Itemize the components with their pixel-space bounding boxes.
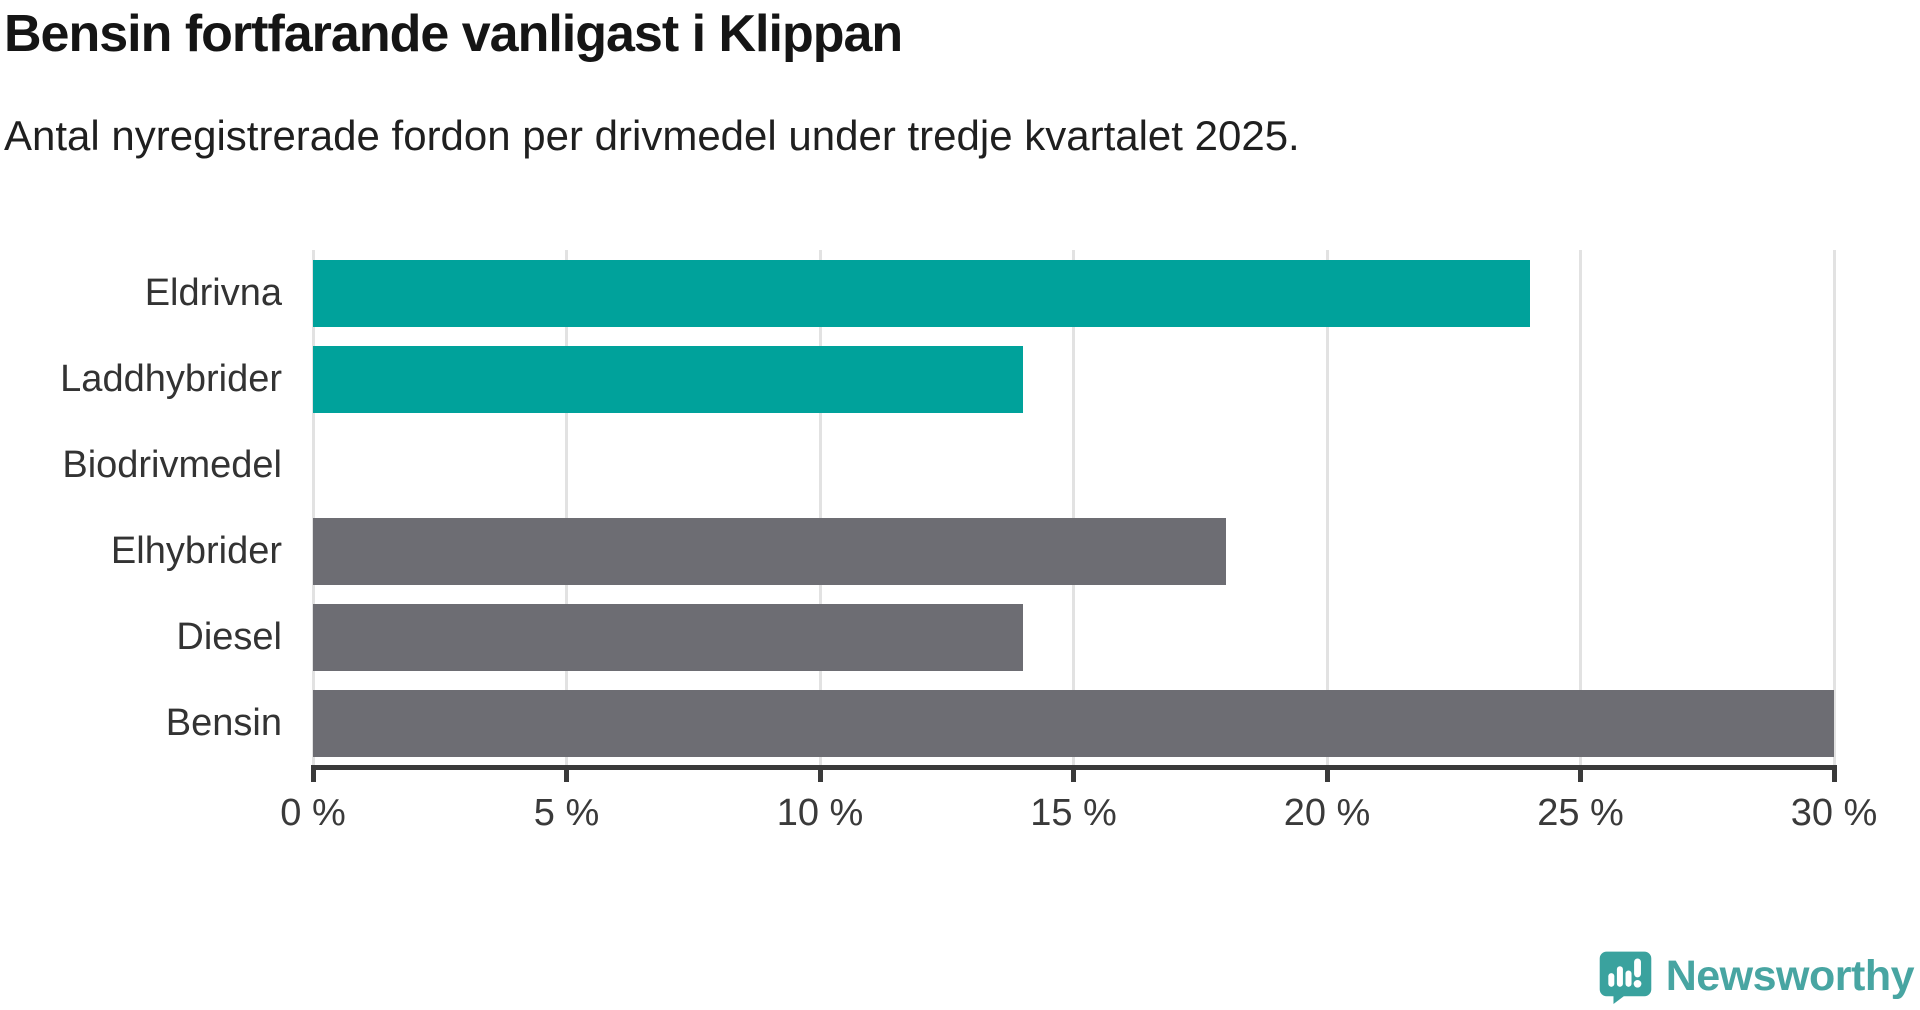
x-axis-tick xyxy=(1071,765,1076,782)
gridline xyxy=(1832,250,1836,766)
x-axis-tick xyxy=(1831,765,1837,782)
x-axis-tick-label: 5 % xyxy=(533,792,600,834)
gridline xyxy=(1579,250,1582,766)
x-axis-tick-label: 30 % xyxy=(1790,792,1878,834)
category-label: Elhybrider xyxy=(110,529,282,572)
category-label: Bensin xyxy=(165,701,282,744)
bar xyxy=(313,517,1226,585)
bar xyxy=(313,603,1023,671)
newsworthy-logo-text: Newsworthy xyxy=(1665,951,1915,1000)
gridline xyxy=(1325,250,1329,766)
newsworthy-logo: Newsworthy xyxy=(1598,946,1915,1006)
category-label: Diesel xyxy=(176,615,282,658)
bar xyxy=(313,259,1530,327)
newsworthy-bars-icon xyxy=(1599,951,1651,1004)
bar xyxy=(313,689,1834,757)
category-label: Eldrivna xyxy=(144,271,282,314)
x-axis-tick-label: 15 % xyxy=(1030,792,1117,834)
x-axis-tick xyxy=(817,765,823,782)
chart-subtitle: Antal nyregistrerade fordon per drivmede… xyxy=(4,112,1300,159)
plot-area: Eldrivna Laddhybrider Biodrivmedel Elhybrid… xyxy=(60,250,1877,834)
x-axis-tick-label: 10 % xyxy=(776,792,864,834)
gridline xyxy=(818,250,822,766)
x-axis-tick-label: 0 % xyxy=(280,792,346,834)
x-axis-tick xyxy=(564,765,569,782)
category-label: Laddhybrider xyxy=(60,357,282,400)
x-axis-tick xyxy=(1578,765,1583,782)
chart-title: Bensin fortfarande vanligast i Klippan xyxy=(4,5,903,63)
gridline xyxy=(565,250,568,766)
x-axis-tick xyxy=(1324,765,1330,782)
x-axis-tick xyxy=(310,765,316,782)
gridline xyxy=(1072,250,1075,766)
gridline xyxy=(311,250,315,766)
x-axis-tick-label: 20 % xyxy=(1283,792,1371,834)
category-label: Biodrivmedel xyxy=(62,443,282,486)
x-axis-tick-label: 25 % xyxy=(1537,792,1624,834)
bar xyxy=(313,345,1023,413)
